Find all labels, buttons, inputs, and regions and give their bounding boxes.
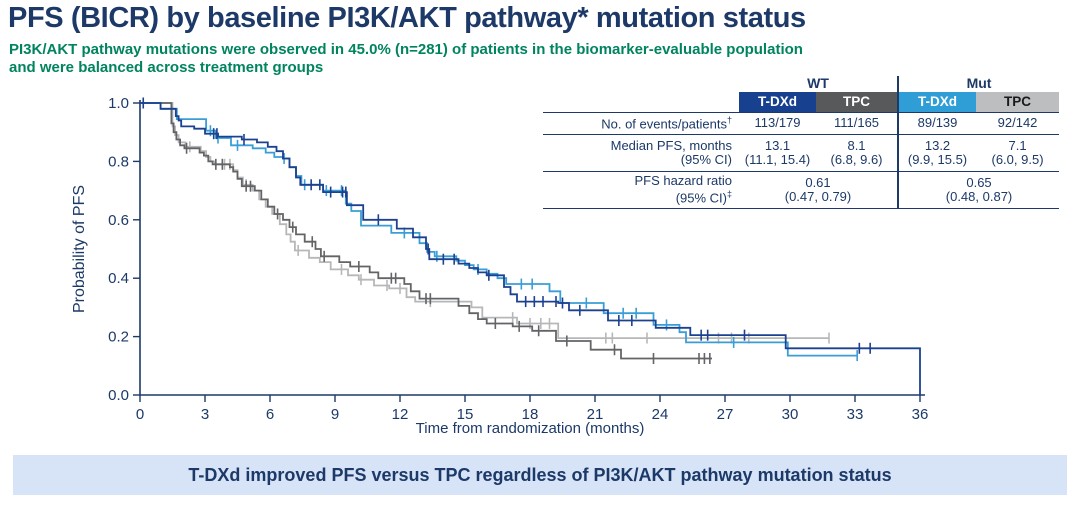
svg-text:1.0: 1.0	[108, 95, 129, 112]
svg-text:21: 21	[587, 406, 604, 423]
svg-text:0.2: 0.2	[108, 329, 129, 346]
subtitle: PI3K/AKT pathway mutations were observed…	[9, 41, 803, 77]
arm-header-tdxd-wt: T-DXd	[739, 91, 816, 114]
km-curve-TPC (Mut)	[140, 102, 829, 339]
km-curve-T-DXd (Mut)	[140, 102, 858, 357]
svg-text:33: 33	[847, 406, 864, 423]
conclusion-banner: T-DXd improved PFS versus TPC regardless…	[13, 455, 1067, 495]
subtitle-line-2: and were balanced across treatment group…	[9, 59, 324, 76]
km-curve-TPC (WT)	[140, 102, 712, 360]
hazard-value-mut: 0.65 (0.48, 0.87)	[897, 171, 1060, 210]
svg-text:6: 6	[266, 406, 274, 423]
svg-text:0.8: 0.8	[108, 153, 129, 170]
group-header-wt: WT	[807, 75, 829, 91]
arm-header-tpc-wt: TPC	[816, 91, 899, 114]
dagger-mark: †	[726, 115, 732, 126]
table-row-hazard-ratio: PFS hazard ratio (95% CI)‡ 0.61 (0.47, 0…	[543, 171, 1060, 210]
svg-text:18: 18	[522, 406, 539, 423]
table-row-arms: T-DXd TPC T-DXd TPC	[543, 91, 1060, 114]
svg-text:9: 9	[331, 406, 339, 423]
group-header-mut: Mut	[897, 75, 1060, 92]
svg-text:15: 15	[457, 406, 474, 423]
events-value: 111/165	[816, 112, 899, 136]
table-row-median-pfs: Median PFS, months (95% CI) 13.1 (11.1, …	[543, 134, 1060, 173]
empty-cell	[543, 76, 739, 92]
svg-text:30: 30	[782, 406, 799, 423]
svg-text:0: 0	[136, 406, 144, 423]
double-dagger-mark: ‡	[726, 189, 732, 199]
page-title: PFS (BICR) by baseline PI3K/AKT pathway*…	[8, 2, 806, 34]
svg-text:Time from randomization (month: Time from randomization (months)	[416, 420, 645, 437]
svg-text:0.0: 0.0	[108, 387, 129, 404]
svg-text:3: 3	[201, 406, 209, 423]
km-curve-T-DXd (WT)	[140, 102, 921, 395]
conclusion-text: T-DXd improved PFS versus TPC regardless…	[188, 464, 892, 485]
table-row-groups: WT Mut	[543, 75, 1060, 92]
svg-text:Probability of PFS: Probability of PFS	[71, 185, 88, 313]
svg-text:12: 12	[392, 406, 409, 423]
hazard-label: PFS hazard ratio (95% CI)‡	[543, 171, 739, 210]
median-value: 13.1 (11.1, 15.4)	[739, 134, 816, 173]
svg-text:0.6: 0.6	[108, 212, 129, 229]
events-value: 89/139	[897, 112, 977, 136]
events-label: No. of events/patients†	[543, 112, 739, 136]
arm-header-tpc-mut: TPC	[976, 91, 1060, 114]
svg-text:36: 36	[912, 406, 929, 423]
median-label: Median PFS, months (95% CI)	[543, 134, 739, 173]
table-row-events: No. of events/patients† 113/179 111/165 …	[543, 112, 1060, 136]
subtitle-line-1: PI3K/AKT pathway mutations were observed…	[9, 41, 803, 58]
events-value: 92/142	[976, 112, 1060, 136]
hazard-value-wt: 0.61 (0.47, 0.79)	[739, 171, 899, 210]
median-value: 8.1 (6.8, 9.6)	[816, 134, 899, 173]
events-value: 113/179	[739, 112, 816, 136]
svg-text:27: 27	[717, 406, 734, 423]
arm-header-tdxd-mut: T-DXd	[897, 91, 977, 114]
median-value: 13.2 (9.9, 15.5)	[897, 134, 977, 173]
empty-cell	[543, 91, 739, 114]
results-table: WT Mut T-DXd TPC T-DXd TPC No. of events…	[543, 75, 1060, 210]
svg-text:24: 24	[652, 406, 669, 423]
median-value: 7.1 (6.0, 9.5)	[976, 134, 1060, 173]
svg-text:0.4: 0.4	[108, 270, 129, 287]
